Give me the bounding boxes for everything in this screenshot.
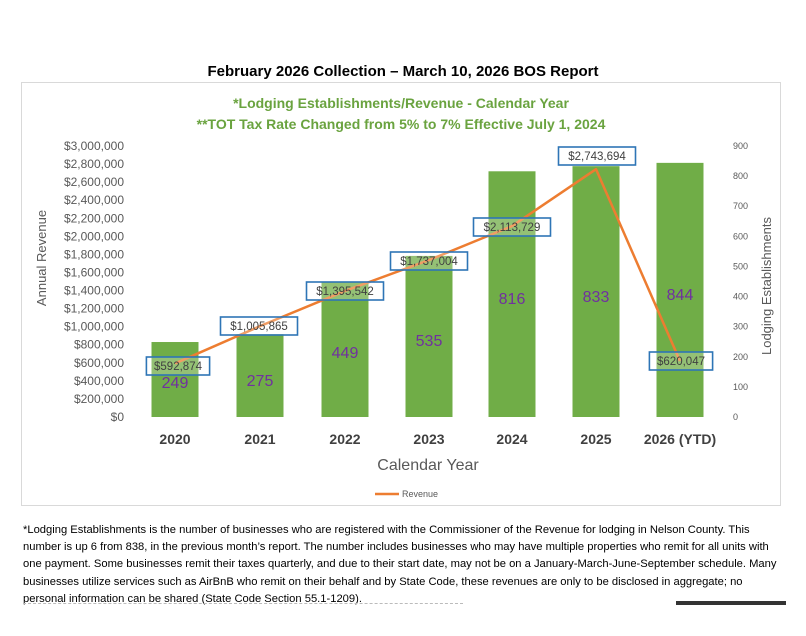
x-axis-tick-label: 2022	[329, 431, 360, 447]
left-axis-tick-label: $2,800,000	[64, 157, 124, 171]
chart-title: *Lodging Establishments/Revenue - Calend…	[233, 95, 569, 111]
footnote: *Lodging Establishments is the number of…	[23, 524, 777, 605]
revenue-data-label-box	[648, 351, 714, 371]
chart-frame	[21, 82, 781, 506]
left-axis-tick-label: $0	[111, 410, 125, 424]
legend-label-revenue: Revenue	[402, 489, 438, 499]
left-axis-tick-label: $2,600,000	[64, 175, 124, 189]
left-axis-tick-label: $600,000	[74, 356, 124, 370]
left-axis-tick-label: $2,000,000	[64, 229, 124, 243]
left-axis-tick-label: $1,400,000	[64, 284, 124, 298]
y-axis-title-left: Annual Revenue	[34, 210, 49, 306]
establishments-bar	[405, 255, 453, 417]
revenue-data-label-text: $592,874	[154, 361, 203, 373]
revenue-data-label-box	[472, 217, 552, 237]
revenue-data-label: $1,737,004	[389, 251, 469, 271]
establishments-bar	[488, 171, 536, 417]
revenue-data-label-text: $1,395,542	[316, 286, 374, 298]
left-axis-tick-label: $200,000	[74, 392, 124, 406]
page-cut-line	[23, 603, 463, 605]
left-axis-tick-label: $2,400,000	[64, 193, 124, 207]
right-axis-tick-label: 500	[733, 261, 748, 271]
x-axis-tick-label: 2025	[580, 431, 611, 447]
page-cut-bar	[676, 601, 786, 605]
revenue-line	[174, 167, 682, 365]
x-axis-tick-label: 2023	[413, 431, 444, 447]
left-axis-tick-label: $800,000	[74, 338, 124, 352]
left-axis-tick-label: $1,600,000	[64, 265, 124, 279]
x-axis-tick-label: 2026 (YTD)	[644, 431, 716, 447]
revenue-data-label-box	[219, 316, 299, 336]
x-axis-tick-label: 2020	[159, 431, 190, 447]
right-axis-tick-label: 900	[733, 141, 748, 151]
revenue-data-label: $2,743,694	[557, 146, 637, 166]
establishments-bar-label: 816	[499, 291, 526, 308]
left-axis-tick-label: $1,200,000	[64, 302, 124, 316]
revenue-data-label: $620,047	[648, 351, 714, 371]
revenue-data-label: $1,395,542	[305, 281, 385, 301]
left-axis-tick-label: $400,000	[74, 374, 124, 388]
y-axis-title-right: Lodging Establishments	[759, 216, 774, 355]
establishments-bar	[656, 162, 704, 417]
establishments-bar	[151, 342, 199, 417]
right-axis-tick-label: 0	[733, 412, 738, 422]
x-axis-tick-label: 2024	[496, 431, 527, 447]
right-axis-tick-label: 300	[733, 322, 748, 332]
legend: Revenue	[375, 489, 438, 499]
revenue-data-label-box	[145, 356, 211, 376]
revenue-data-label: $1,005,865	[219, 316, 299, 336]
right-axis-tick-label: 700	[733, 201, 748, 211]
right-axis-tick-label: 100	[733, 382, 748, 392]
revenue-data-label-box	[389, 251, 469, 271]
establishments-bar-label: 449	[332, 345, 359, 362]
x-axis-title: Calendar Year	[377, 457, 479, 474]
establishments-bar-label: 844	[667, 287, 694, 304]
left-axis-tick-label: $1,000,000	[64, 320, 124, 334]
establishments-bar-label: 535	[416, 333, 443, 350]
revenue-data-label: $592,874	[145, 356, 211, 376]
right-axis-tick-label: 400	[733, 292, 748, 302]
establishments-bar-label: 249	[162, 375, 189, 392]
revenue-data-label-text: $2,743,694	[568, 151, 626, 163]
left-axis-tick-label: $1,800,000	[64, 247, 124, 261]
revenue-data-label: $2,113,729	[472, 217, 552, 237]
revenue-data-label-box	[305, 281, 385, 301]
establishments-bar-label: 833	[583, 289, 610, 306]
establishments-bar-label: 275	[247, 373, 274, 390]
x-axis-tick-label: 2021	[244, 431, 275, 447]
report-title: February 2026 Collection – March 10, 202…	[207, 63, 599, 80]
revenue-data-label-text: $620,047	[657, 356, 705, 368]
right-axis-tick-label: 200	[733, 352, 748, 362]
establishments-bar	[321, 281, 369, 417]
establishments-bar	[236, 334, 284, 417]
revenue-data-label-text: $1,005,865	[230, 321, 288, 333]
right-axis-tick-label: 800	[733, 171, 748, 181]
revenue-data-label-box	[557, 146, 637, 166]
revenue-data-label-text: $2,113,729	[484, 222, 541, 234]
left-axis-tick-label: $3,000,000	[64, 139, 124, 153]
right-axis-tick-label: 600	[733, 231, 748, 241]
chart-subtitle: **TOT Tax Rate Changed from 5% to 7% Eff…	[196, 116, 606, 132]
left-axis-tick-label: $2,200,000	[64, 211, 124, 225]
revenue-data-label-text: $1,737,004	[400, 256, 458, 268]
